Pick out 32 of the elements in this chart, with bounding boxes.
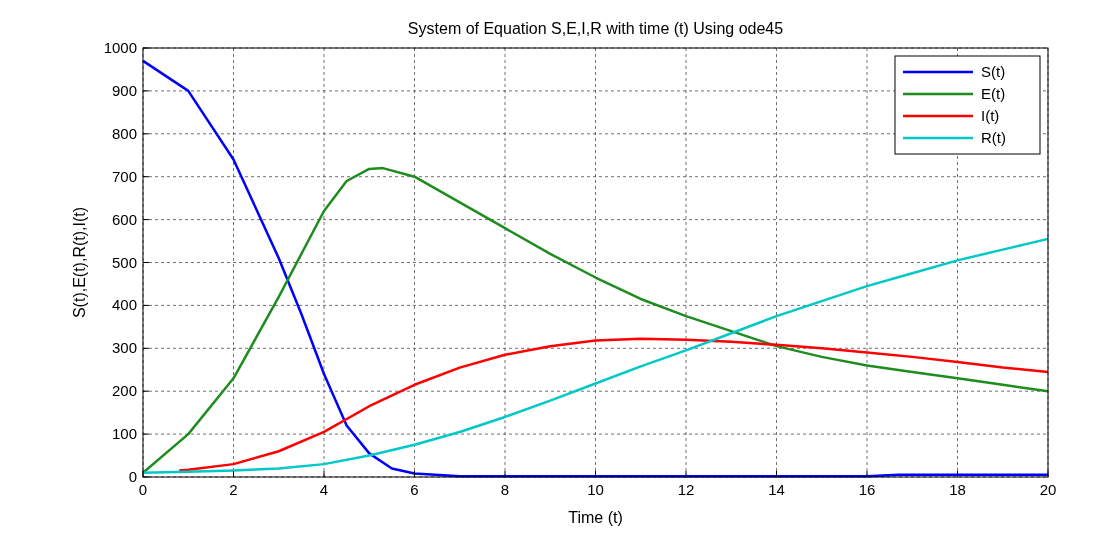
y-tick-label: 100 bbox=[111, 425, 137, 443]
line-series bbox=[141, 237, 1050, 474]
x-tick-label: 4 bbox=[319, 481, 329, 498]
y-axis-title: S(t),E(t),R(t),I(t) bbox=[71, 206, 88, 319]
chart-title: System of Equation S,E,I,R with time (t) Using ode45 bbox=[407, 20, 784, 37]
legend-label: I(t) bbox=[981, 107, 1000, 124]
x-axis-title: Time (t) bbox=[568, 509, 623, 526]
x-tick-label: 20 bbox=[1039, 481, 1057, 498]
x-tick-label: 6 bbox=[410, 481, 419, 498]
x-tick-label: 0 bbox=[138, 481, 148, 498]
x-tick-label: 18 bbox=[949, 481, 966, 498]
legend-label: R(t) bbox=[981, 129, 1006, 146]
line-series bbox=[141, 166, 1050, 474]
x-tick-label: 12 bbox=[677, 481, 695, 498]
x-tick-label: 2 bbox=[229, 481, 238, 498]
y-tick-label: 600 bbox=[111, 210, 137, 228]
y-tick-label: 1000 bbox=[103, 39, 137, 56]
y-tick-label: 900 bbox=[111, 81, 137, 99]
y-tick-label: 500 bbox=[111, 253, 137, 271]
x-tick-label: 14 bbox=[768, 481, 785, 498]
y-tick-label: 300 bbox=[111, 339, 137, 357]
y-tick-label: 700 bbox=[111, 167, 137, 185]
y-tick-label: 400 bbox=[111, 296, 137, 314]
legend-label: S(t) bbox=[981, 63, 1006, 80]
line-series bbox=[177, 337, 1050, 472]
legend-label: E(t) bbox=[981, 85, 1006, 102]
x-tick-label: 10 bbox=[587, 481, 604, 498]
y-tick-label: 200 bbox=[111, 382, 137, 400]
x-tick-label: 8 bbox=[500, 481, 510, 498]
y-tick-label: 0 bbox=[128, 468, 137, 485]
y-tick-label: 800 bbox=[111, 124, 137, 142]
x-tick-label: 16 bbox=[858, 481, 876, 498]
